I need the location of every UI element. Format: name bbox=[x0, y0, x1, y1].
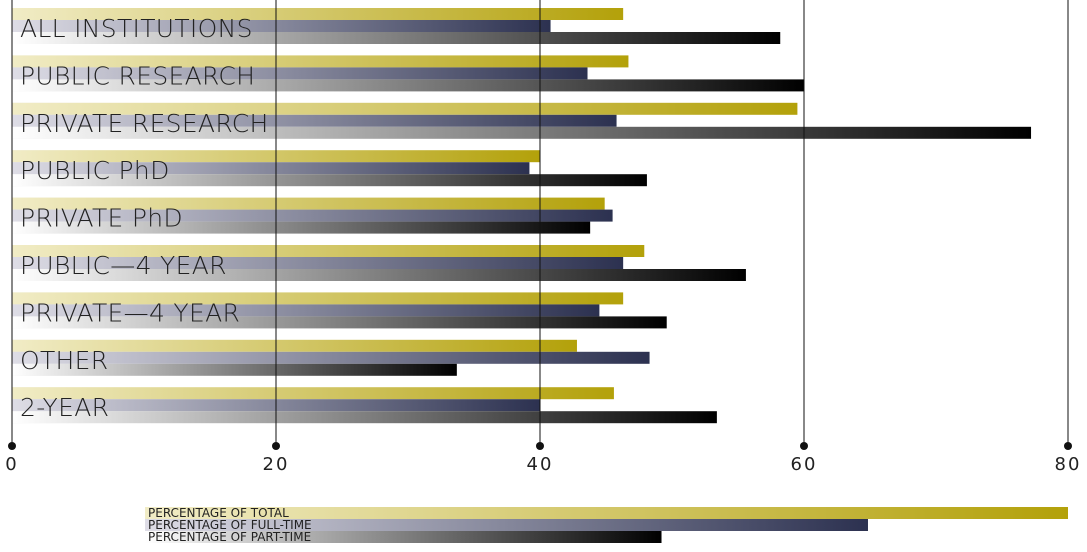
category-label: PRIVATE PhD bbox=[20, 204, 183, 233]
bars bbox=[12, 8, 1032, 424]
bar-part-time bbox=[12, 411, 717, 424]
bar-total bbox=[12, 55, 629, 68]
x-axis: 0 20 40 60 80 bbox=[5, 442, 1082, 475]
x-tick-label: 40 bbox=[527, 454, 554, 475]
bar-total bbox=[12, 292, 624, 305]
legend-label: PERCENTAGE OF TOTAL bbox=[148, 506, 289, 520]
category-label: PUBLIC RESEARCH bbox=[20, 61, 255, 90]
grid-lines bbox=[11, 0, 1069, 446]
bar-full-time bbox=[12, 209, 613, 222]
bar-part-time bbox=[12, 32, 781, 44]
tick-dot bbox=[1064, 442, 1072, 450]
bar-total bbox=[12, 387, 614, 400]
bar-part-time bbox=[12, 79, 804, 92]
legend-swatch-part-time bbox=[145, 531, 662, 543]
bar-part-time bbox=[12, 316, 667, 329]
bar-full-time bbox=[12, 67, 588, 80]
category-label: OTHER bbox=[20, 346, 108, 375]
bar-full-time bbox=[12, 114, 617, 127]
tick-dot bbox=[272, 442, 280, 450]
legend-label: PERCENTAGE OF FULL-TIME bbox=[148, 518, 312, 532]
legend-label: PERCENTAGE OF PART-TIME bbox=[148, 530, 311, 544]
bar-part-time bbox=[12, 174, 647, 187]
bar-full-time bbox=[12, 351, 650, 364]
x-tick-label: 60 bbox=[791, 454, 818, 475]
bar-full-time bbox=[12, 162, 530, 175]
bar-total bbox=[12, 102, 798, 115]
bar-part-time bbox=[12, 126, 1032, 139]
bar-total bbox=[12, 339, 577, 352]
bar-full-time bbox=[12, 20, 551, 32]
tick-dot bbox=[8, 442, 16, 450]
bar-total bbox=[12, 197, 605, 210]
legend-swatch-total bbox=[145, 507, 1068, 519]
bar-part-time bbox=[12, 269, 746, 281]
category-labels: ALL INSTITUTIONS PUBLIC RESEARCH PRIVATE R… bbox=[20, 14, 269, 422]
bar-full-time bbox=[12, 304, 600, 317]
bar-full-time bbox=[12, 257, 624, 269]
tick-dot bbox=[800, 442, 808, 450]
tick-dot bbox=[536, 442, 544, 450]
legend-swatch-full-time bbox=[145, 519, 868, 531]
bar-part-time bbox=[12, 363, 457, 376]
x-tick-label: 80 bbox=[1055, 454, 1082, 475]
category-label: 2-YEAR bbox=[20, 393, 109, 422]
x-tick-label: 0 bbox=[5, 454, 18, 475]
category-label: ALL INSTITUTIONS bbox=[20, 14, 253, 43]
bar-total bbox=[12, 245, 645, 257]
category-label: PUBLIC—4 YEAR bbox=[20, 251, 227, 280]
category-label: PRIVATE—4 YEAR bbox=[20, 298, 240, 327]
category-label: PUBLIC PhD bbox=[20, 156, 170, 185]
x-tick-label: 20 bbox=[263, 454, 290, 475]
category-label: PRIVATE RESEARCH bbox=[20, 109, 269, 138]
bar-total bbox=[12, 8, 624, 20]
bar-part-time bbox=[12, 221, 591, 234]
